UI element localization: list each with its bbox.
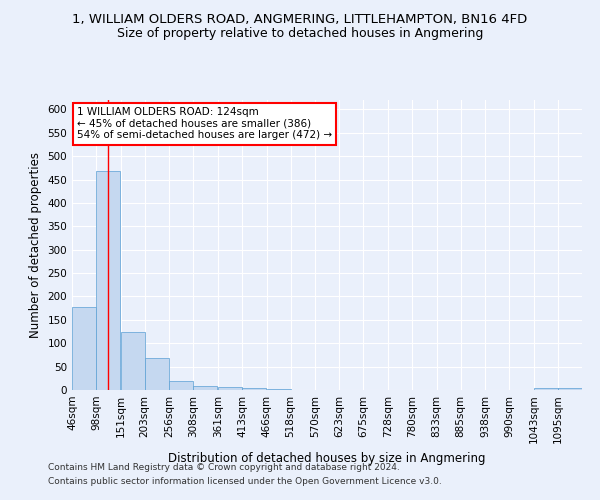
Bar xyxy=(218,387,242,390)
Bar xyxy=(266,388,290,390)
Bar xyxy=(558,388,582,390)
Bar xyxy=(72,306,96,390)
Text: 1, WILLIAM OLDERS ROAD, ANGMERING, LITTLEHAMPTON, BN16 4FD: 1, WILLIAM OLDERS ROAD, ANGMERING, LITTL… xyxy=(73,12,527,26)
Text: Size of property relative to detached houses in Angmering: Size of property relative to detached ho… xyxy=(117,28,483,40)
Bar xyxy=(96,171,120,390)
Bar xyxy=(121,332,145,390)
Text: Contains public sector information licensed under the Open Government Licence v3: Contains public sector information licen… xyxy=(48,477,442,486)
Bar xyxy=(242,388,266,390)
Bar xyxy=(145,358,169,390)
Text: Contains HM Land Registry data © Crown copyright and database right 2024.: Contains HM Land Registry data © Crown c… xyxy=(48,464,400,472)
Y-axis label: Number of detached properties: Number of detached properties xyxy=(29,152,42,338)
Bar xyxy=(534,388,558,390)
X-axis label: Distribution of detached houses by size in Angmering: Distribution of detached houses by size … xyxy=(168,452,486,465)
Bar xyxy=(169,380,193,390)
Text: 1 WILLIAM OLDERS ROAD: 124sqm
← 45% of detached houses are smaller (386)
54% of : 1 WILLIAM OLDERS ROAD: 124sqm ← 45% of d… xyxy=(77,108,332,140)
Bar xyxy=(193,386,217,390)
